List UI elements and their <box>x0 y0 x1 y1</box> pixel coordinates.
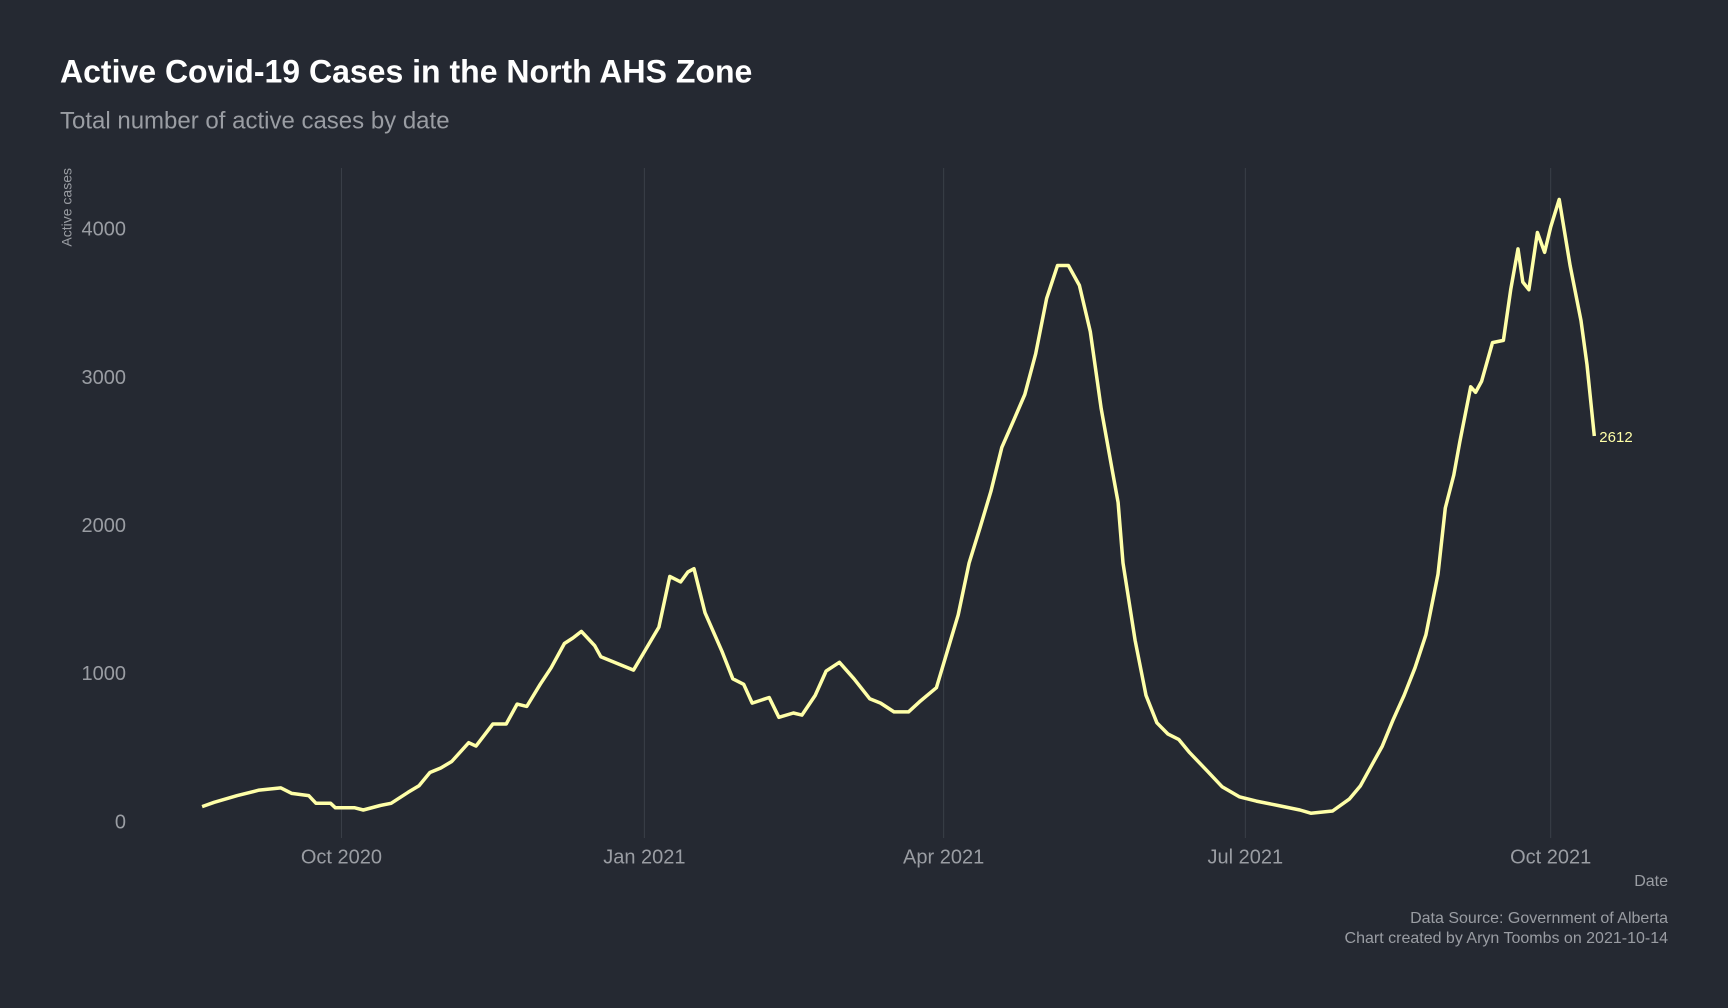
y-tick-label: 2000 <box>82 515 127 537</box>
x-tick-label: Jan 2021 <box>603 846 685 868</box>
chart-title: Active Covid-19 Cases in the North AHS Z… <box>60 53 752 89</box>
x-tick-label: Jul 2021 <box>1208 846 1284 868</box>
x-tick-label: Apr 2021 <box>903 846 984 868</box>
caption: Data Source: Government of Alberta <box>1410 910 1668 927</box>
y-tick-label: 1000 <box>82 663 127 685</box>
y-tick-label: 4000 <box>82 219 127 241</box>
end-label: 2612 <box>1599 429 1632 446</box>
y-tick-label: 3000 <box>82 367 127 389</box>
caption: Chart created by Aryn Toombs on 2021-10-… <box>1345 930 1669 947</box>
x-tick-label: Oct 2020 <box>301 846 382 868</box>
y-tick-label: 0 <box>115 811 126 833</box>
x-axis-label: Date <box>1634 873 1668 890</box>
line <box>201 197 1597 815</box>
chart-subtitle: Total number of active cases by date <box>60 107 450 134</box>
x-tick-label: Oct 2021 <box>1510 846 1591 868</box>
y-axis-label: Active cases <box>59 168 75 247</box>
